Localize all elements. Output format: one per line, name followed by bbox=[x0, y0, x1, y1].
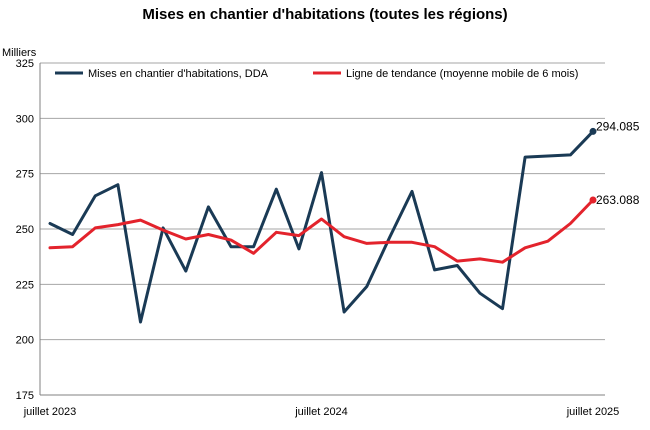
legend-label-1: Ligne de tendance (moyenne mobile de 6 m… bbox=[346, 68, 578, 80]
legend-label-0: Mises en chantier d'habitations, DDA bbox=[88, 68, 269, 80]
series-end-label-0: 294.085 bbox=[596, 119, 640, 133]
x-tick-2025-07: juillet 2025 bbox=[566, 406, 620, 418]
series-lines: 294.085 263.088 bbox=[48, 119, 640, 324]
y-tick-200: 200 bbox=[16, 335, 34, 347]
y-tick-175: 175 bbox=[16, 390, 34, 402]
axes bbox=[39, 63, 605, 396]
x-tick-2024-07: juillet 2024 bbox=[294, 406, 348, 418]
y-tick-225: 225 bbox=[16, 279, 34, 291]
legend: Mises en chantier d'habitations, DDA Lign… bbox=[55, 68, 578, 80]
y-tick-325: 325 bbox=[16, 58, 34, 70]
chart-title: Mises en chantier d'habitations (toutes … bbox=[142, 6, 508, 23]
x-tick-2023-07: juillet 2023 bbox=[23, 406, 77, 418]
y-tick-300: 300 bbox=[16, 113, 34, 125]
y-tick-275: 275 bbox=[16, 169, 34, 181]
y-axis-label: Milliers bbox=[2, 47, 37, 59]
series-line-0 bbox=[48, 129, 595, 324]
y-tick-250: 250 bbox=[16, 224, 34, 236]
y-tick-labels: 175 200 225 250 275 300 325 bbox=[16, 58, 34, 402]
series-end-point-0 bbox=[589, 127, 597, 135]
series-end-point-1 bbox=[589, 196, 597, 204]
x-tick-labels: juillet 2023 juillet 2024 juillet 2025 bbox=[23, 406, 620, 418]
series-end-label-1: 263.088 bbox=[596, 193, 640, 207]
gridlines bbox=[40, 62, 605, 341]
series-line-1 bbox=[48, 198, 595, 264]
